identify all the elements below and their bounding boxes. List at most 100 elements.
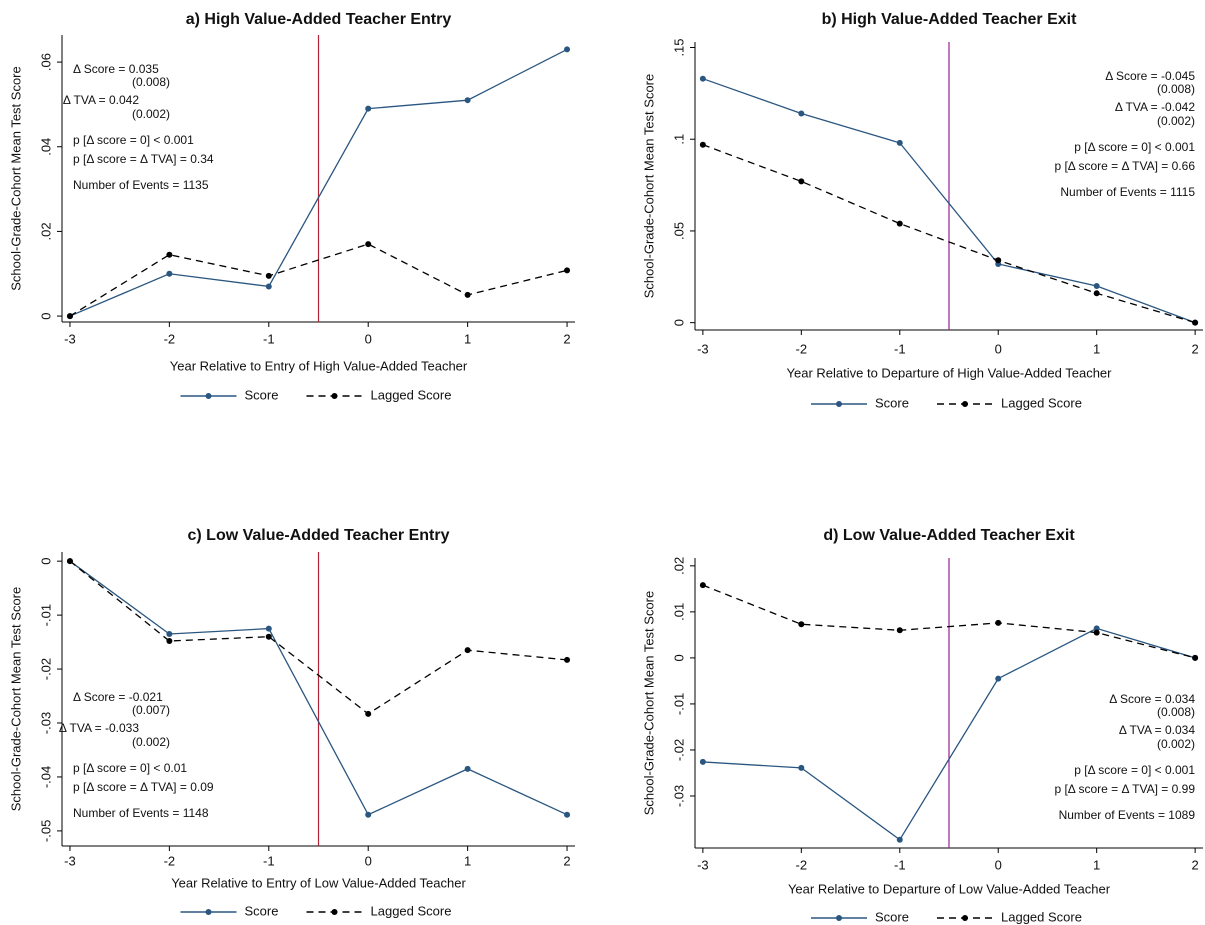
data-point xyxy=(1093,282,1100,289)
y-tick-label: 0 xyxy=(38,558,53,565)
data-point xyxy=(896,220,903,227)
panel-title: b) High Value-Added Teacher Exit xyxy=(822,11,1078,28)
annotation: Number of Events = 1089 xyxy=(1059,808,1196,822)
data-point xyxy=(66,313,73,320)
y-tick-label: 0 xyxy=(671,319,686,326)
series-line xyxy=(702,584,1196,659)
data-point xyxy=(564,46,571,53)
y-tick-label: -.05 xyxy=(38,820,53,842)
annotation: p [Δ score = 0] < 0.001 xyxy=(1074,140,1195,154)
x-tick-label: 1 xyxy=(1093,341,1100,356)
legend-marker xyxy=(962,915,968,921)
legend-marker xyxy=(205,909,212,915)
data-point xyxy=(166,630,173,637)
x-tick-label: 1 xyxy=(1093,857,1100,872)
y-tick-label: .01 xyxy=(671,603,686,621)
data-point xyxy=(699,758,706,765)
data-point xyxy=(265,272,272,279)
panel: d) Low Value-Added Teacher Exit -.03 -.02 -… xyxy=(641,527,1203,924)
data-point xyxy=(365,811,372,818)
legend-label: Score xyxy=(245,903,279,918)
data-point xyxy=(699,582,706,589)
annotation: (0.002) xyxy=(1157,114,1195,128)
series-line xyxy=(69,48,568,317)
data-point xyxy=(1192,319,1199,326)
annotation: Δ TVA = 0.034 xyxy=(1119,723,1196,737)
series-line xyxy=(702,627,1196,841)
annotation: Δ Score = 0.034 xyxy=(1109,692,1195,706)
y-tick-label: 0 xyxy=(38,312,53,319)
annotation: (0.002) xyxy=(132,735,170,749)
data-point xyxy=(166,638,173,645)
y-tick-label: .1 xyxy=(671,134,686,145)
y-tick-label: .05 xyxy=(671,222,686,240)
data-point xyxy=(896,139,903,146)
x-tick-label: -1 xyxy=(263,853,275,868)
legend-marker xyxy=(331,393,338,399)
x-tick-label: -3 xyxy=(64,853,76,868)
data-point xyxy=(464,765,471,772)
x-tick-label: -1 xyxy=(894,857,906,872)
x-tick-label: -3 xyxy=(697,857,709,872)
annotation: p [Δ score = 0] < 0.001 xyxy=(1074,763,1195,777)
y-axis-label: School-Grade-Cohort Mean Test Score xyxy=(641,74,656,298)
legend-marker xyxy=(962,401,968,407)
y-tick-label: 0 xyxy=(671,654,686,661)
data-point xyxy=(699,141,706,148)
annotation: p [Δ score = Δ TVA] = 0.09 xyxy=(73,780,214,794)
data-point xyxy=(896,627,903,634)
y-tick-label: -.03 xyxy=(38,712,53,734)
series-line xyxy=(69,560,568,816)
data-point xyxy=(896,836,903,843)
y-tick-label: -.02 xyxy=(38,658,53,680)
annotation: p [Δ score = 0] < 0.001 xyxy=(73,133,194,147)
y-axis-label: School-Grade-Cohort Mean Test Score xyxy=(8,587,23,811)
data-point xyxy=(265,625,272,632)
data-point xyxy=(464,647,471,654)
annotation: Δ Score = -0.045 xyxy=(1105,69,1195,83)
x-tick-label: -1 xyxy=(894,341,906,356)
x-axis-label: Year Relative to Entry of High Value-Add… xyxy=(170,358,468,373)
series-line xyxy=(702,78,1196,324)
annotation: Δ Score = 0.035 xyxy=(73,62,159,76)
y-axis-label: School-Grade-Cohort Mean Test Score xyxy=(8,66,23,290)
legend-marker xyxy=(331,909,338,915)
x-tick-label: 0 xyxy=(365,853,372,868)
legend-marker xyxy=(836,915,842,921)
legend-label: Lagged Score xyxy=(371,387,452,402)
annotation: (0.008) xyxy=(1157,705,1195,719)
data-point xyxy=(464,291,471,298)
data-point xyxy=(464,97,471,104)
x-tick-label: -2 xyxy=(164,331,176,346)
annotation: p [Δ score = 0] < 0.01 xyxy=(73,761,187,775)
legend-label: Score xyxy=(245,387,279,402)
data-point xyxy=(798,621,805,628)
x-tick-label: 1 xyxy=(464,853,471,868)
data-point xyxy=(798,764,805,771)
annotation: (0.002) xyxy=(1157,737,1195,751)
data-point xyxy=(166,270,173,277)
x-axis-label: Year Relative to Entry of Low Value-Adde… xyxy=(171,875,466,890)
y-tick-label: .04 xyxy=(38,138,53,156)
x-tick-label: 0 xyxy=(365,331,372,346)
legend-label: Lagged Score xyxy=(1001,909,1082,924)
x-tick-label: -2 xyxy=(796,341,808,356)
panel: c) Low Value-Added Teacher Entry -.05 -.04… xyxy=(8,527,575,918)
data-point xyxy=(1093,625,1100,632)
x-tick-label: 0 xyxy=(995,857,1002,872)
y-tick-label: -.02 xyxy=(671,739,686,761)
panel: a) High Value-Added Teacher Entry 0 .02 .04… xyxy=(8,11,575,402)
data-point xyxy=(564,811,571,818)
x-tick-label: 1 xyxy=(464,331,471,346)
data-point xyxy=(564,267,571,274)
annotation: Δ TVA = 0.042 xyxy=(63,93,140,107)
data-point xyxy=(166,251,173,258)
x-axis-label: Year Relative to Departure of Low Value-… xyxy=(788,881,1111,896)
y-tick-label: .06 xyxy=(38,53,53,71)
legend-marker xyxy=(836,401,842,407)
annotation: p [Δ score = Δ TVA] = 0.66 xyxy=(1054,159,1195,173)
x-axis-label: Year Relative to Departure of High Value… xyxy=(787,365,1113,380)
y-tick-label: -.03 xyxy=(671,785,686,807)
annotation: (0.002) xyxy=(132,107,170,121)
x-tick-label: -3 xyxy=(64,331,76,346)
